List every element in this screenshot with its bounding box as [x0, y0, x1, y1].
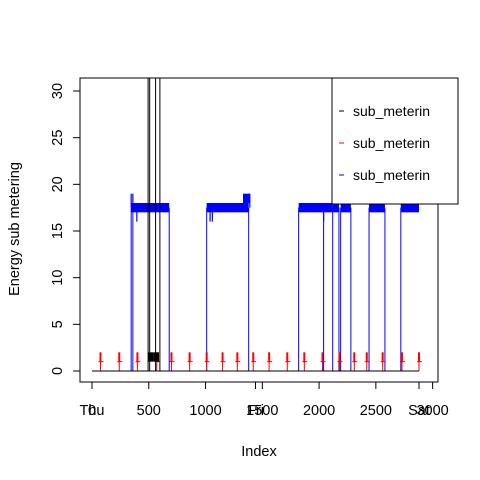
series-red-spike: [353, 352, 356, 362]
series-red-spike: [221, 352, 224, 362]
series-blue-block: [369, 203, 385, 213]
x-tick-label: 3000: [416, 403, 448, 419]
x-day-label: Thu: [80, 403, 105, 419]
series-blue-block: [243, 193, 250, 203]
legend-label: sub_meterin: [353, 135, 430, 151]
series-red-spike: [365, 352, 368, 362]
series-red-spike: [338, 352, 341, 362]
series-red-spike: [136, 352, 139, 362]
x-day-label: Sat: [408, 403, 430, 419]
series-red-spike: [252, 352, 255, 362]
y-tick-label: 25: [50, 130, 66, 146]
series-black-block: [148, 352, 154, 362]
series-red-spike: [99, 352, 102, 362]
y-axis-label: Energy sub metering: [7, 162, 23, 296]
series-red-spike: [418, 352, 420, 362]
x-tick-label: 0: [88, 403, 96, 419]
data-layer: [92, 78, 422, 372]
series-blue-block: [400, 203, 419, 213]
series-red-spike: [381, 352, 384, 362]
x-tick-label: 1500: [246, 403, 278, 419]
x-tick-label: 2000: [303, 403, 335, 419]
legend-label: sub_meterin: [353, 103, 430, 119]
series-red-spike: [188, 352, 191, 362]
series-red-spike: [400, 352, 403, 362]
series-red-spike: [170, 352, 173, 362]
series-red-spike: [236, 352, 239, 362]
axis-layer: 0 500 1000 1500 2000 2500 3000 Thu Fri Sat 0 5 10 15 2…: [50, 77, 449, 419]
y-tick-label: 10: [50, 270, 66, 286]
series-red-spike: [268, 352, 271, 362]
x-day-label: Fri: [247, 403, 264, 419]
y-tick-label: 20: [50, 176, 66, 192]
series-black-block: [153, 352, 159, 362]
series-blue-block: [332, 203, 339, 213]
series-red-spike: [286, 352, 289, 362]
legend-box: [331, 77, 459, 205]
series-red-spike: [118, 352, 121, 362]
y-tick-label: 0: [50, 367, 66, 375]
y-tick-label: 15: [50, 223, 66, 239]
series-blue-block: [340, 203, 351, 213]
x-tick-label: 2500: [360, 403, 392, 419]
series-red-spike: [205, 352, 208, 362]
legend-label: sub_meterin: [353, 167, 430, 183]
series-blue-block: [206, 203, 249, 213]
series-blue: [92, 193, 419, 372]
series-red-spike: [321, 352, 324, 362]
series-red-spike: [303, 352, 306, 362]
y-tick-label: 5: [50, 320, 66, 328]
x-tick-label: 1000: [189, 403, 221, 419]
y-tick-label: 30: [50, 83, 66, 99]
x-tick-label: 500: [137, 403, 161, 419]
series-blue-block: [298, 203, 333, 213]
x-axis-label: Index: [241, 444, 277, 460]
legend: sub_meterin sub_meterin sub_meterin: [331, 77, 459, 205]
series-blue-block: [131, 203, 170, 213]
series-black: [92, 78, 419, 372]
